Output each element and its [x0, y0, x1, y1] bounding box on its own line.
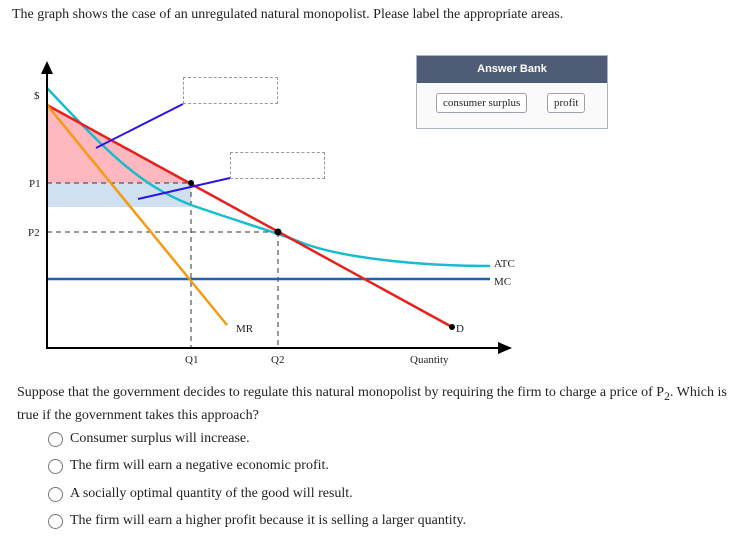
answer-tile-profit[interactable]: profit — [547, 93, 586, 113]
regulated-point — [274, 228, 282, 236]
drop-box-profit[interactable] — [230, 152, 325, 179]
monopoly-point — [188, 180, 194, 186]
instructions-text: The graph shows the case of an unregulat… — [12, 7, 564, 22]
question-text-part-1: Suppose that the government decides to r… — [17, 385, 665, 400]
drop-box-consumer-surplus[interactable] — [183, 77, 278, 104]
question-text-part-2: . Which is true if the government takes … — [17, 385, 727, 423]
demand-end-point — [449, 324, 455, 330]
answer-option-3[interactable]: A socially optimal quantity of the good … — [48, 484, 353, 504]
mc-label: MC — [494, 276, 511, 288]
answer-bank: Answer Bank consumer surplus profit — [416, 55, 608, 129]
mr-label: MR — [236, 323, 254, 335]
answer-tile-consumer-surplus[interactable]: consumer surplus — [436, 93, 528, 113]
answer-option-4[interactable]: The firm will earn a higher profit becau… — [48, 511, 466, 531]
atc-label: ATC — [494, 258, 515, 270]
option-label: The firm will earn a negative economic p… — [70, 458, 329, 473]
x-axis-arrow — [498, 342, 512, 354]
radio-button[interactable] — [48, 486, 63, 502]
p1-label: P1 — [29, 178, 41, 190]
answer-bank-title: Answer Bank — [417, 56, 607, 83]
question-text: Suppose that the government decides to r… — [17, 383, 742, 425]
y-axis-arrow — [41, 61, 53, 74]
d-label: D — [456, 323, 464, 335]
atc-curve — [46, 87, 491, 268]
x-axis-label: Quantity — [410, 354, 449, 366]
answer-option-2[interactable]: The firm will earn a negative economic p… — [48, 456, 329, 476]
demand-curve — [46, 103, 453, 329]
question-subscript: 2 — [664, 389, 670, 403]
y-axis-label: $ — [34, 90, 40, 102]
radio-button[interactable] — [48, 431, 63, 447]
option-label: The firm will earn a higher profit becau… — [70, 513, 467, 528]
profit-pointer-line — [137, 177, 231, 200]
p2-label: P2 — [28, 227, 40, 239]
mr-curve — [46, 104, 228, 326]
consumer-surplus-pointer-line — [95, 103, 184, 149]
option-label: Consumer surplus will increase. — [70, 431, 250, 446]
q2-label: Q2 — [271, 354, 284, 366]
monopoly-graph: $ P1 P2 Q1 Q2 Quantity ATC MC MR D — [28, 61, 515, 366]
q1-label: Q1 — [185, 354, 198, 366]
option-label: A socially optimal quantity of the good … — [70, 486, 353, 501]
answer-option-1[interactable]: Consumer surplus will increase. — [48, 429, 250, 449]
radio-button[interactable] — [48, 513, 63, 529]
radio-button[interactable] — [48, 458, 63, 474]
